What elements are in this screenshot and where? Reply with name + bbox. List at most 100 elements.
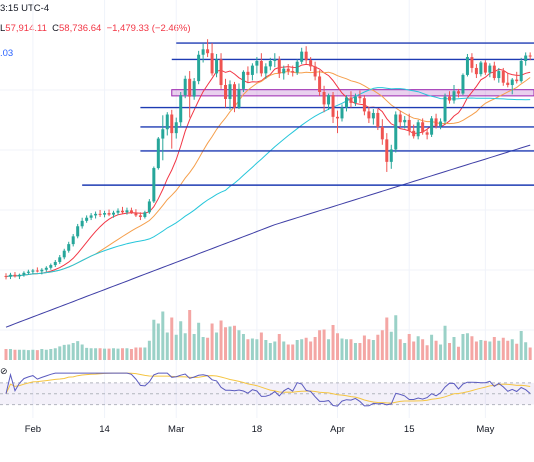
candle-body	[58, 257, 62, 262]
candle-body	[53, 261, 57, 266]
candle-body	[353, 96, 357, 103]
ma-mid-line	[5, 70, 531, 278]
volume-bar	[331, 325, 335, 360]
candle-body	[31, 270, 35, 272]
volume-bar	[259, 332, 263, 360]
volume-bar	[309, 341, 313, 360]
candle-body	[120, 210, 124, 213]
candle-body	[300, 51, 304, 62]
x-tick-label: Feb	[25, 424, 41, 435]
candle-body	[389, 149, 393, 162]
volume-bar	[421, 339, 425, 360]
volume-bar	[8, 349, 12, 360]
candle-body	[138, 215, 142, 217]
candle-body	[17, 274, 21, 277]
volume-bar	[439, 344, 443, 360]
volume-bar	[300, 339, 304, 360]
candle-body	[394, 114, 398, 150]
candle-body	[161, 129, 165, 139]
volume-bar	[44, 349, 48, 360]
volume-bar	[67, 344, 71, 360]
candle-body	[241, 71, 245, 89]
volume-bar	[385, 317, 389, 360]
volume-bar	[488, 341, 492, 360]
volume-bar	[318, 330, 322, 360]
eye-crossed-icon[interactable]: ⊘	[0, 366, 8, 376]
volume-bar	[129, 349, 133, 360]
x-tick-label: May	[476, 424, 494, 435]
volume-bar	[4, 349, 8, 360]
candle-body	[380, 126, 384, 140]
volume-bar	[156, 323, 160, 360]
volume-bar	[58, 346, 62, 360]
volume-bar	[291, 344, 295, 360]
candle-body	[497, 71, 501, 79]
chart-time-header: 3:15 UTC-4	[0, 3, 49, 14]
volume-bar	[389, 331, 393, 360]
candle-body	[156, 138, 160, 169]
x-tick-label: 14	[99, 424, 110, 435]
candle-body	[434, 118, 438, 127]
candle-body	[528, 55, 532, 57]
candle-body	[448, 96, 452, 101]
candle-body	[264, 66, 268, 74]
candle-body	[488, 65, 492, 73]
volume-bar	[524, 342, 528, 360]
candle-body	[8, 274, 12, 277]
volume-bar	[367, 339, 371, 360]
candle-body	[224, 85, 228, 99]
volume-bar	[470, 336, 474, 360]
volume-bar	[492, 337, 496, 360]
volume-bar	[452, 337, 456, 360]
x-tick-label: Mar	[168, 424, 184, 435]
volume-bar	[107, 348, 111, 360]
timestamp-label: 3:15 UTC-4	[0, 3, 50, 14]
volume-bar	[403, 343, 407, 360]
volume-bar	[268, 343, 272, 360]
candle-body	[439, 121, 443, 127]
candle-body	[367, 111, 371, 119]
volume-bar	[206, 337, 210, 360]
x-axis: Feb14Mar18Apr15May14Jun	[25, 424, 495, 435]
candle-body	[398, 114, 402, 123]
candle-body	[327, 95, 331, 105]
candle-body	[26, 271, 30, 273]
close-value: 58,736.64	[59, 23, 102, 34]
volume-bar	[362, 335, 366, 360]
volume-bar	[273, 341, 277, 360]
volume-bar	[416, 336, 420, 360]
volume-bar	[241, 334, 245, 360]
candle-body	[62, 250, 66, 258]
candle-body	[416, 122, 420, 137]
volume-bar	[349, 339, 353, 360]
candle-body	[125, 210, 129, 213]
volume-bar	[147, 340, 151, 360]
candle-body	[232, 84, 236, 108]
candle-body	[443, 96, 447, 122]
volume-bar	[49, 349, 53, 360]
candle-body	[425, 132, 429, 135]
candle-body	[259, 60, 263, 74]
candle-body	[358, 96, 362, 99]
volume-bar	[35, 350, 39, 360]
candle-body	[188, 78, 192, 97]
candle-body	[470, 57, 474, 68]
candle-body	[362, 98, 366, 112]
rsi-panel	[0, 372, 534, 407]
candle-body	[49, 265, 53, 268]
candle-body	[197, 54, 201, 82]
volume-bar	[336, 333, 340, 360]
candle-body	[318, 76, 322, 92]
candle-body	[376, 112, 380, 127]
candle-body	[4, 275, 8, 277]
volume-bar	[94, 348, 98, 360]
volume-bar	[112, 348, 116, 360]
candle-body	[412, 130, 416, 137]
candle-body	[492, 65, 496, 79]
candle-body	[13, 274, 17, 277]
volume-bar	[479, 340, 483, 360]
candle-body	[344, 97, 348, 108]
close-label: C	[52, 23, 60, 34]
candle-body	[421, 122, 425, 133]
